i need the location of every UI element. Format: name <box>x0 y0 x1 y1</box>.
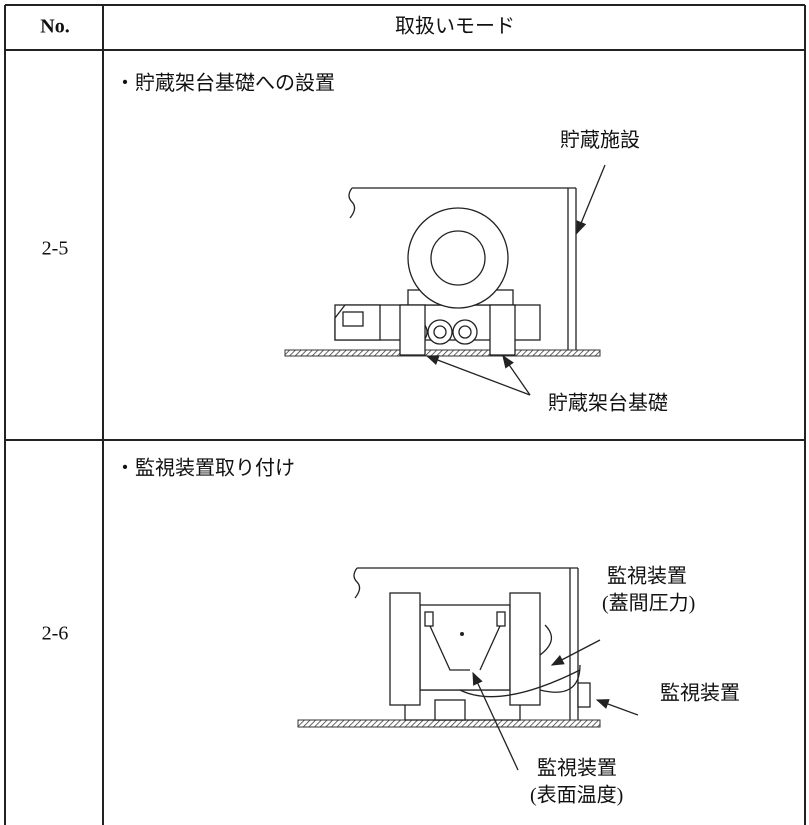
label-lid-note: (蓋間圧力) <box>602 592 695 615</box>
label-surface-device: 監視装置 <box>537 757 617 780</box>
label-lid-device: 監視装置 <box>607 565 687 588</box>
row-no: 2-6 <box>42 623 69 645</box>
figure-storage-foundation <box>284 164 606 396</box>
row-title: ・監視装置取り付け <box>115 457 295 480</box>
row-title: ・貯蔵架台基礎への設置 <box>115 72 335 95</box>
figure-monitoring-device <box>297 567 639 771</box>
row-no: 2-5 <box>42 238 69 260</box>
label-device: 監視装置 <box>660 682 740 705</box>
table-frame <box>4 4 806 825</box>
label-foundation: 貯蔵架台基礎 <box>548 392 668 415</box>
label-surface-note: (表面温度) <box>530 784 623 807</box>
label-facility: 貯蔵施設 <box>560 129 640 152</box>
header-mode: 取扱いモード <box>395 15 515 38</box>
header-no: No. <box>40 16 69 38</box>
